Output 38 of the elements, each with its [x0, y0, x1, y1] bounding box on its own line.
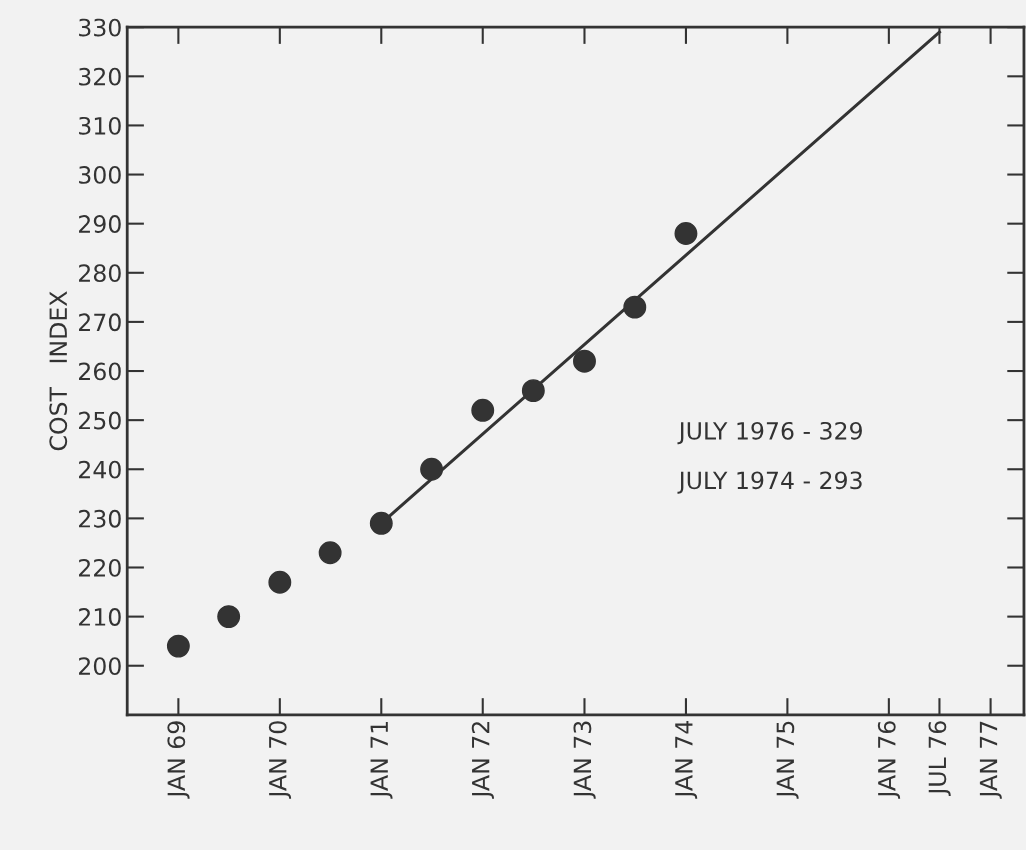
y-tick-label: 200 [79, 657, 121, 676]
point [573, 349, 596, 373]
y-tick-label: 220 [79, 558, 121, 577]
y-tick-label: 250 [79, 411, 121, 430]
y-tick-label: 290 [79, 215, 121, 233]
annotation: JULY 1974 - 293 [677, 471, 862, 494]
point [471, 398, 495, 422]
point [521, 379, 545, 403]
x-tick-label: JAN 71 [370, 721, 393, 799]
x-tick-label: JAN 70 [268, 721, 292, 799]
point [318, 541, 342, 565]
y-tick-label: 210 [79, 608, 121, 626]
y-tick-label: 330 [79, 18, 121, 37]
x-tick-label: JAN 73 [573, 721, 596, 799]
x-tick-label: JUL 76 [928, 721, 951, 796]
y-tick-label: 230 [79, 509, 121, 528]
point [623, 295, 647, 319]
x-tick-label: JAN 72 [471, 722, 494, 799]
annotation: JULY 1976 - 329 [677, 421, 862, 445]
y-tick-label: 280 [79, 264, 121, 283]
point [166, 634, 190, 658]
x-tick-label: JAN 77 [979, 721, 1002, 799]
point [674, 222, 698, 245]
x-tick-label: JAN 69 [167, 721, 190, 799]
x-tick-label: JAN 74 [675, 721, 698, 799]
y-tick-label: 320 [79, 67, 121, 86]
y-tick-label: 260 [79, 362, 121, 381]
y-tick-label: 310 [79, 116, 121, 135]
point [369, 511, 393, 535]
y-axis-title: COST INDEX [49, 291, 68, 451]
x-tick-label: JAN 75 [776, 721, 799, 799]
y-tick-label: 270 [79, 313, 121, 332]
y-tick-label: 240 [79, 460, 121, 479]
point [268, 570, 292, 594]
point [420, 457, 444, 481]
y-tick-label: 300 [79, 166, 121, 184]
x-tick-label: JAN 76 [877, 721, 901, 799]
point [217, 605, 241, 629]
